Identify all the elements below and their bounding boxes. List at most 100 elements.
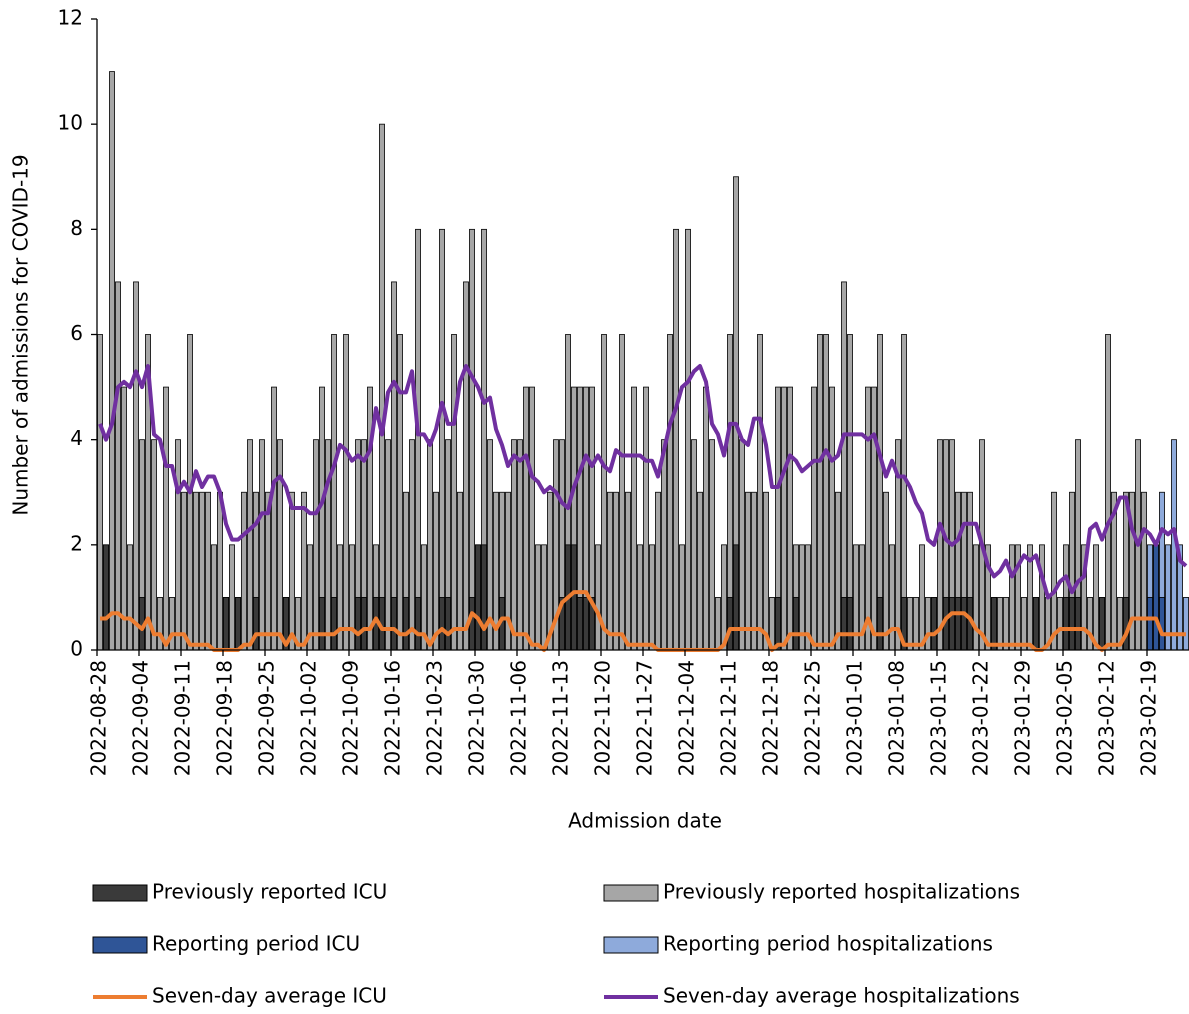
bar [259,439,265,651]
bar [265,491,271,651]
bar [643,386,649,651]
bar [973,544,979,651]
bar [181,491,187,651]
bar [583,597,589,651]
bar [1033,597,1039,651]
bar [1009,544,1015,651]
bar [889,544,895,651]
bar [739,439,745,651]
bar [937,439,943,651]
bar [343,334,349,651]
bar [253,597,259,651]
legend-swatch [603,936,659,954]
bar [919,544,925,651]
bar [1099,597,1105,651]
bar [871,386,877,651]
bar [535,544,541,651]
x-tick-label: 2023-01-29 [1011,660,1035,776]
bar [763,491,769,651]
bar [913,597,919,651]
bar [337,544,343,651]
bar [1153,544,1159,651]
x-tick-label: 2022-09-11 [171,660,195,776]
legend-label: Reporting period ICU [152,932,360,956]
bar [361,597,367,651]
bar [445,597,451,651]
bar [577,597,583,651]
bar [961,597,967,651]
bar [271,386,277,651]
y-tick-label: 2 [70,531,83,555]
bar [991,597,997,651]
bar [625,491,631,651]
legend-label: Seven-day average ICU [152,984,387,1008]
bar [631,386,637,651]
bar [823,334,829,651]
bar [325,439,331,651]
bar [241,491,247,651]
bar [607,491,613,651]
bar [1093,544,1099,651]
bar [907,597,913,651]
bar [451,334,457,651]
line [98,364,1188,600]
bar [247,439,253,651]
bar [1147,597,1153,651]
y-tick-label: 12 [58,6,83,30]
bar [673,228,679,651]
x-tick-label: 2022-11-06 [507,660,531,776]
bar [127,544,133,651]
bar [199,491,205,651]
bar [661,439,667,651]
bar [529,386,535,651]
x-tick-label: 2022-11-13 [549,660,573,776]
bar [811,386,817,651]
x-tick-label: 2023-02-05 [1053,660,1077,776]
bar [223,597,229,651]
bar [511,439,517,651]
bar [151,439,157,651]
bar [121,386,127,651]
bar [1003,597,1009,651]
bar [469,597,475,651]
bar [613,491,619,651]
legend-swatch [92,936,148,954]
bar [757,334,763,651]
x-tick-label: 2022-09-04 [129,660,153,776]
bar [703,386,709,651]
y-tick-label: 4 [70,426,83,450]
bar [133,281,139,651]
bar [1057,597,1063,651]
y-tick-label: 10 [58,111,83,135]
bar [385,439,391,651]
x-axis-title: Admission date [568,809,722,833]
bar [925,597,931,651]
legend-label: Previously reported hospitalizations [663,880,1020,904]
bar [163,386,169,651]
x-tick-label: 2022-11-20 [591,660,615,776]
x-tick-label: 2023-01-01 [843,660,867,776]
bar [115,281,121,651]
x-tick-label: 2023-01-22 [969,660,993,776]
bar [391,281,397,651]
x-tick-label: 2022-10-09 [339,660,363,776]
bar [1123,597,1129,651]
bar [655,491,661,651]
bar [949,597,955,651]
bar [433,491,439,651]
bar [415,597,421,651]
bar [931,597,937,651]
bar [109,71,115,651]
bar [205,491,211,651]
bar [391,597,397,651]
bar [835,491,841,651]
bar [409,439,415,651]
bar [331,597,337,651]
x-tick-label: 2022-12-04 [675,660,699,776]
bar [475,544,481,651]
bar [517,439,523,651]
x-tick-label: 2022-09-18 [213,660,237,776]
legend-label: Seven-day average hospitalizations [663,984,1020,1008]
bar [601,334,607,651]
